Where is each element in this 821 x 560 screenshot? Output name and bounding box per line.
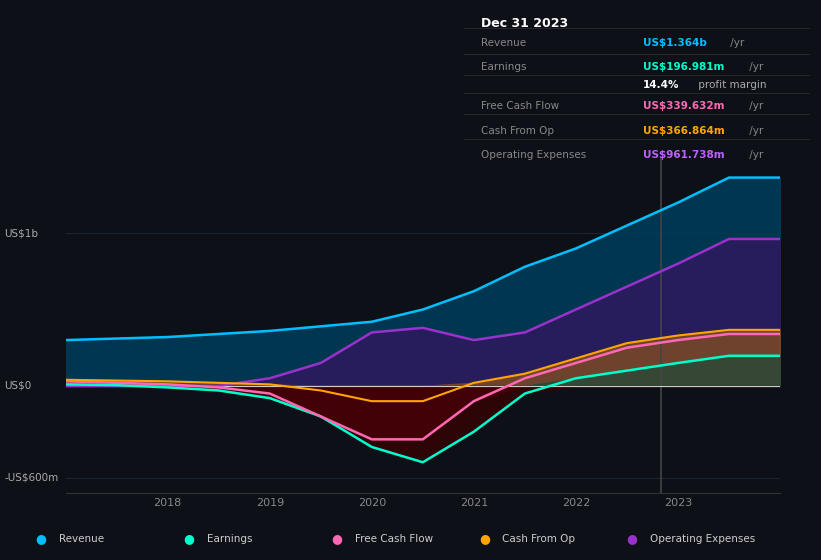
- Text: US$339.632m: US$339.632m: [643, 101, 725, 111]
- Text: Revenue: Revenue: [481, 38, 526, 48]
- Text: /yr: /yr: [745, 126, 763, 136]
- Text: Cash From Op: Cash From Op: [481, 126, 554, 136]
- Text: US$1.364b: US$1.364b: [643, 38, 707, 48]
- Text: ●: ●: [183, 532, 195, 545]
- Text: ●: ●: [626, 532, 638, 545]
- Text: US$961.738m: US$961.738m: [643, 150, 725, 160]
- Text: Cash From Op: Cash From Op: [502, 534, 576, 544]
- Text: US$366.864m: US$366.864m: [643, 126, 725, 136]
- Text: Earnings: Earnings: [207, 534, 252, 544]
- Text: profit margin: profit margin: [695, 80, 766, 90]
- Text: US$0: US$0: [4, 381, 31, 391]
- Text: US$196.981m: US$196.981m: [643, 63, 725, 72]
- Text: US$1b: US$1b: [4, 228, 38, 238]
- Text: /yr: /yr: [727, 38, 744, 48]
- Text: Operating Expenses: Operating Expenses: [650, 534, 755, 544]
- Text: Operating Expenses: Operating Expenses: [481, 150, 586, 160]
- Text: ●: ●: [479, 532, 490, 545]
- Text: /yr: /yr: [745, 150, 763, 160]
- Text: Free Cash Flow: Free Cash Flow: [355, 534, 433, 544]
- Text: Revenue: Revenue: [59, 534, 104, 544]
- Text: /yr: /yr: [745, 101, 763, 111]
- Text: Free Cash Flow: Free Cash Flow: [481, 101, 559, 111]
- Text: ●: ●: [331, 532, 342, 545]
- Text: Dec 31 2023: Dec 31 2023: [481, 17, 568, 30]
- Text: /yr: /yr: [745, 63, 763, 72]
- Text: ●: ●: [35, 532, 47, 545]
- Text: -US$600m: -US$600m: [4, 473, 58, 483]
- Text: 14.4%: 14.4%: [643, 80, 680, 90]
- Text: Earnings: Earnings: [481, 63, 526, 72]
